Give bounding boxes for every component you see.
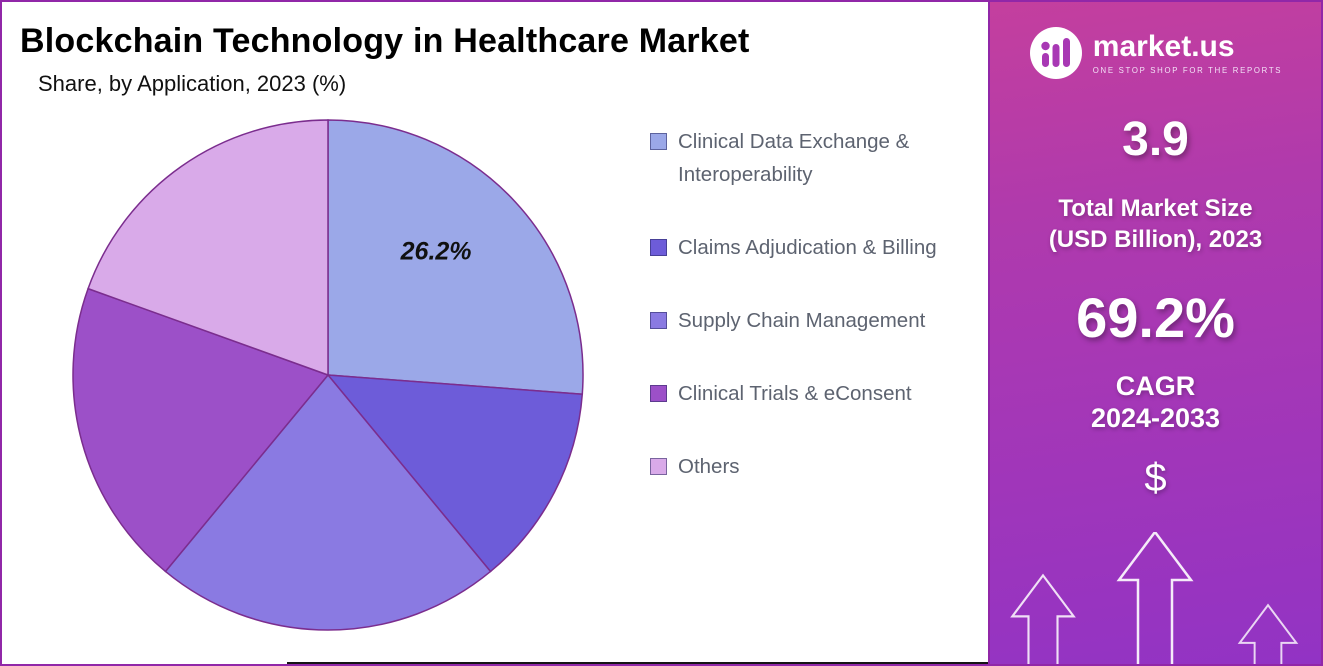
pie-chart: 26.2%	[66, 113, 590, 637]
legend: Clinical Data Exchange & Interoperabilit…	[650, 125, 960, 523]
legend-item-5[interactable]: Others	[650, 450, 960, 483]
legend-swatch	[650, 458, 667, 475]
legend-item-1[interactable]: Clinical Data Exchange & Interoperabilit…	[650, 125, 960, 191]
legend-item-2[interactable]: Claims Adjudication & Billing	[650, 231, 960, 264]
brand-tagline: ONE STOP SHOP FOR THE REPORTS	[1092, 65, 1283, 75]
up-arrow-icon	[1010, 573, 1077, 664]
pie-slice-3[interactable]	[164, 373, 492, 631]
market-size-value: 3.9	[1122, 113, 1189, 166]
legend-label: Clinical Data Exchange & Interoperabilit…	[678, 130, 910, 186]
marketus-logo-icon	[1029, 27, 1082, 79]
pie-slice-5[interactable]	[87, 119, 329, 377]
page-title: Blockchain Technology in Healthcare Mark…	[20, 22, 750, 60]
up-arrows	[990, 532, 1321, 664]
market-size-label: Total Market Size (USD Billion), 2023	[990, 193, 1321, 255]
marketus-logo[interactable]: market.us ONE STOP SHOP FOR THE REPORTS	[990, 26, 1321, 80]
legend-item-3[interactable]: Supply Chain Management	[650, 304, 960, 337]
chart-subtitle: Share, by Application, 2023 (%)	[38, 71, 347, 96]
legend-swatch	[650, 239, 667, 256]
cagr-label-line1: CAGR	[1115, 371, 1196, 401]
cagr-label: CAGR 2024-2033	[990, 370, 1321, 434]
legend-item-4[interactable]: Clinical Trials & eConsent	[650, 377, 960, 410]
up-arrow-icon	[1237, 603, 1299, 664]
market-size-label-line2: (USD Billion), 2023	[1048, 226, 1263, 253]
pie-chart-svg: 26.2%	[72, 119, 584, 631]
pie-slice-1[interactable]	[327, 119, 584, 396]
sidebar: market.us ONE STOP SHOP FOR THE REPORTS …	[988, 2, 1321, 664]
cagr-label-line2: 2024-2033	[1090, 403, 1221, 433]
legend-label: Clinical Trials & eConsent	[678, 382, 912, 405]
chart-panel: Blockchain Technology in Healthcare Mark…	[2, 2, 989, 664]
chart-content: 26.2% Clinical Data Exchange & Interoper…	[20, 113, 988, 637]
bottom-rule	[287, 662, 989, 664]
legend-swatch	[650, 312, 667, 329]
legend-label: Supply Chain Management	[678, 309, 926, 332]
brand-name: market.us	[1092, 29, 1235, 63]
legend-swatch	[650, 133, 667, 150]
legend-label: Others	[678, 455, 740, 478]
pie-slice-4[interactable]	[72, 287, 330, 573]
pie-slice-2[interactable]	[326, 374, 584, 573]
pie-data-label: 26.2%	[400, 238, 472, 266]
cagr-value: 69.2%	[1076, 286, 1235, 349]
up-arrow-icon	[1116, 532, 1194, 664]
logo-text: market.us ONE STOP SHOP FOR THE REPORTS	[1092, 29, 1283, 75]
legend-swatch	[650, 385, 667, 402]
dollar-symbol: $	[1144, 456, 1167, 500]
legend-label: Claims Adjudication & Billing	[678, 236, 937, 259]
market-size-label-line1: Total Market Size	[1058, 195, 1253, 222]
